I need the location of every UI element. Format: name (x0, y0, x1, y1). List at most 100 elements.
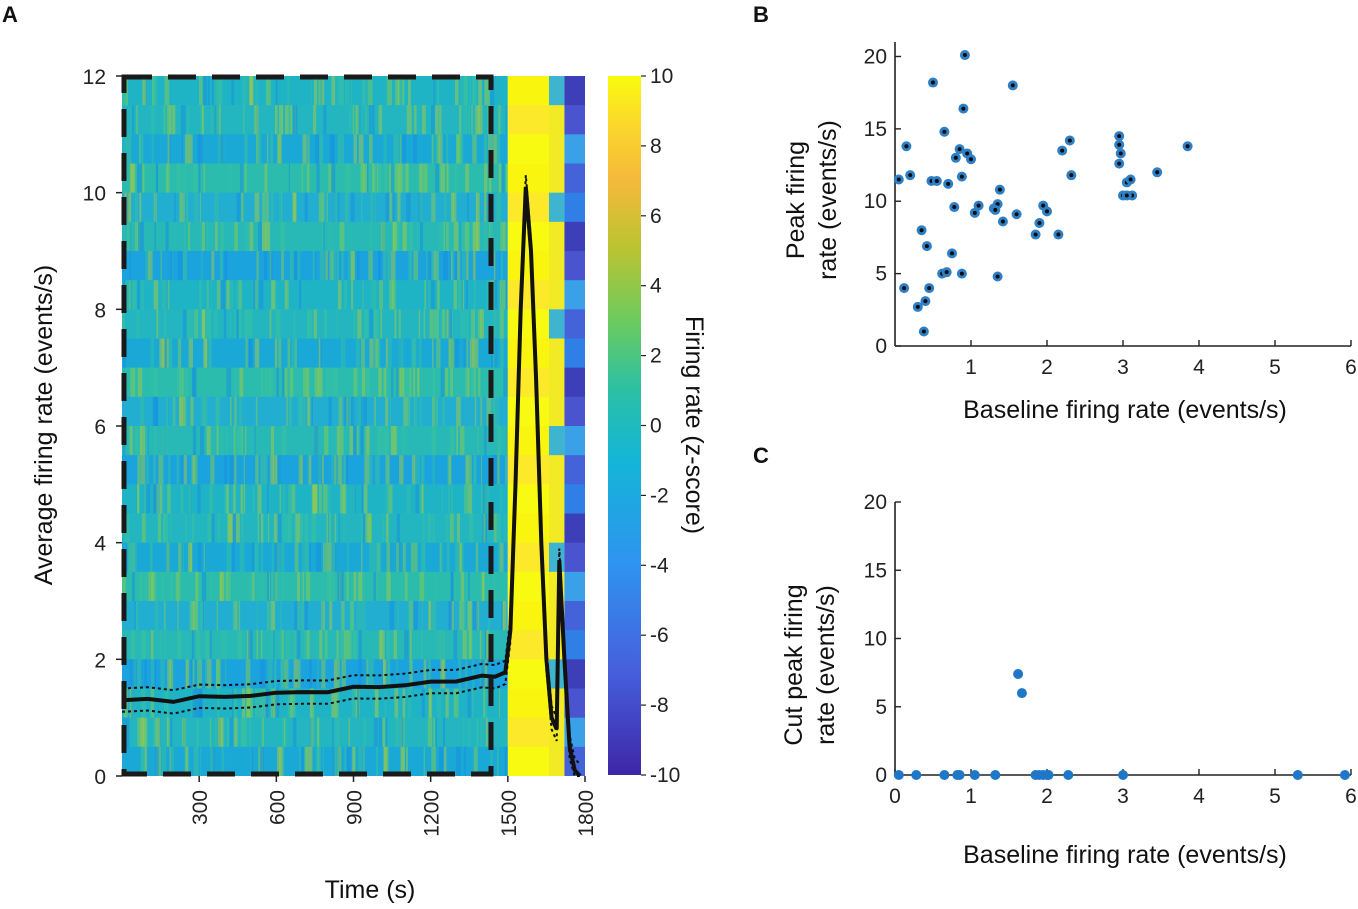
heatmap-stripe (493, 134, 498, 164)
heatmap-stripe (337, 76, 341, 106)
heatmap-stripe (210, 280, 212, 310)
heatmap-stripe (289, 105, 293, 135)
heatmap-stripe (193, 601, 199, 631)
panel-b-points (893, 50, 1193, 337)
colorbar-tick-label: 2 (650, 345, 662, 368)
heatmap-stripe (302, 134, 307, 164)
heatmap-stripe (353, 134, 357, 164)
heatmap-stripe (270, 601, 276, 631)
heatmap-stripe (176, 455, 180, 485)
heatmap-stripe (480, 455, 482, 485)
heatmap-stripe (209, 717, 212, 748)
heatmap-stripe (272, 455, 278, 485)
heatmap-stripe (421, 601, 423, 631)
heatmap-stripe (457, 280, 463, 310)
heatmap-mid-cell (548, 309, 565, 339)
heatmap-stripe (135, 192, 139, 223)
heatmap-stripe (124, 513, 130, 544)
heatmap-stripe (154, 659, 157, 689)
heatmap-stripe (241, 688, 246, 719)
heatmap-stripe (364, 455, 370, 485)
heatmap-stripe (279, 484, 282, 514)
heatmap-stripe (258, 134, 262, 164)
heatmap-stripe (320, 192, 324, 223)
heatmap-stripe (440, 163, 445, 194)
heatmap-stripe (468, 571, 470, 602)
heatmap-stripe (381, 221, 386, 252)
heatmap-stripe (344, 192, 349, 223)
heatmap-stripe (266, 484, 269, 514)
heatmap-stripe (271, 542, 274, 573)
heatmap-stripe (232, 513, 237, 544)
heatmap-stripe (185, 192, 189, 223)
heatmap-stripe (182, 309, 187, 339)
heatmap-stripe (501, 280, 506, 310)
heatmap-stripe (441, 542, 443, 573)
heatmap-stripe (136, 309, 140, 339)
heatmap-stripe (350, 76, 353, 106)
scatter-point-center (927, 286, 932, 291)
heatmap-stripe (191, 630, 195, 660)
heatmap-stripe (234, 221, 238, 252)
heatmap-stripe (291, 484, 296, 514)
heatmap-stripe (245, 338, 248, 369)
heatmap-stripe (149, 542, 153, 573)
heatmap-stripe (500, 221, 503, 252)
heatmap-stripe (166, 396, 169, 427)
heatmap-stripe (439, 105, 442, 135)
scatter-point-center (1041, 203, 1046, 208)
heatmap-stripe (499, 338, 504, 369)
heatmap-stripe (405, 746, 408, 776)
heatmap-stripe (293, 251, 299, 281)
heatmap-stripe (168, 134, 171, 164)
heatmap-stripe (310, 717, 314, 748)
heatmap-stripe (140, 746, 145, 776)
heatmap-stripe (442, 396, 445, 427)
scatter-point-center (1045, 209, 1049, 214)
heatmap-stripe (189, 601, 192, 631)
heatmap-stripe (408, 251, 413, 281)
heatmap-stripe (345, 163, 351, 194)
heatmap-stripe (260, 367, 264, 398)
heatmap-hot-cell (507, 746, 549, 776)
scatter-point-center (1033, 232, 1038, 237)
heatmap-stripe (171, 105, 174, 135)
heatmap-stripe (205, 221, 209, 252)
heatmap-stripe (142, 76, 147, 106)
heatmap-stripe (276, 367, 279, 398)
heatmap-stripe (308, 455, 312, 485)
scatter-point-center (953, 155, 958, 160)
heatmap-stripe (369, 192, 374, 223)
heatmap-stripe (467, 192, 469, 223)
heatmap-stripe (197, 484, 201, 514)
heatmap-stripe (234, 396, 237, 427)
y-tick-label: 15 (864, 559, 887, 582)
heatmap-stripe (421, 105, 426, 135)
heatmap-stripe (332, 542, 337, 573)
x-tick-label: 2 (1041, 356, 1053, 379)
heatmap-stripe (220, 134, 224, 164)
scatter-point-center (1037, 220, 1042, 225)
heatmap-stripe (493, 571, 495, 602)
heatmap-stripe (165, 221, 169, 252)
heatmap-stripe (250, 746, 252, 776)
heatmap-stripe (290, 163, 292, 194)
heatmap-stripe (437, 76, 440, 106)
heatmap-stripe (376, 746, 379, 776)
scatter-point-center (902, 286, 907, 291)
heatmap-stripe (456, 426, 458, 456)
heatmap-stripe (185, 513, 188, 544)
heatmap-stripe (485, 717, 488, 748)
heatmap-stripe (293, 659, 299, 689)
heatmap-stripe (220, 221, 224, 252)
heatmap-stripe (199, 280, 202, 310)
heatmap-stripe (499, 542, 504, 573)
heatmap-stripe (323, 105, 327, 135)
heatmap-stripe (420, 630, 423, 660)
heatmap-stripe (464, 746, 466, 776)
heatmap-stripe (173, 105, 176, 135)
heatmap-stripe (449, 513, 454, 544)
heatmap-stripe (298, 659, 301, 689)
scatter-point-center (962, 53, 967, 58)
heatmap-stripe (437, 688, 442, 719)
